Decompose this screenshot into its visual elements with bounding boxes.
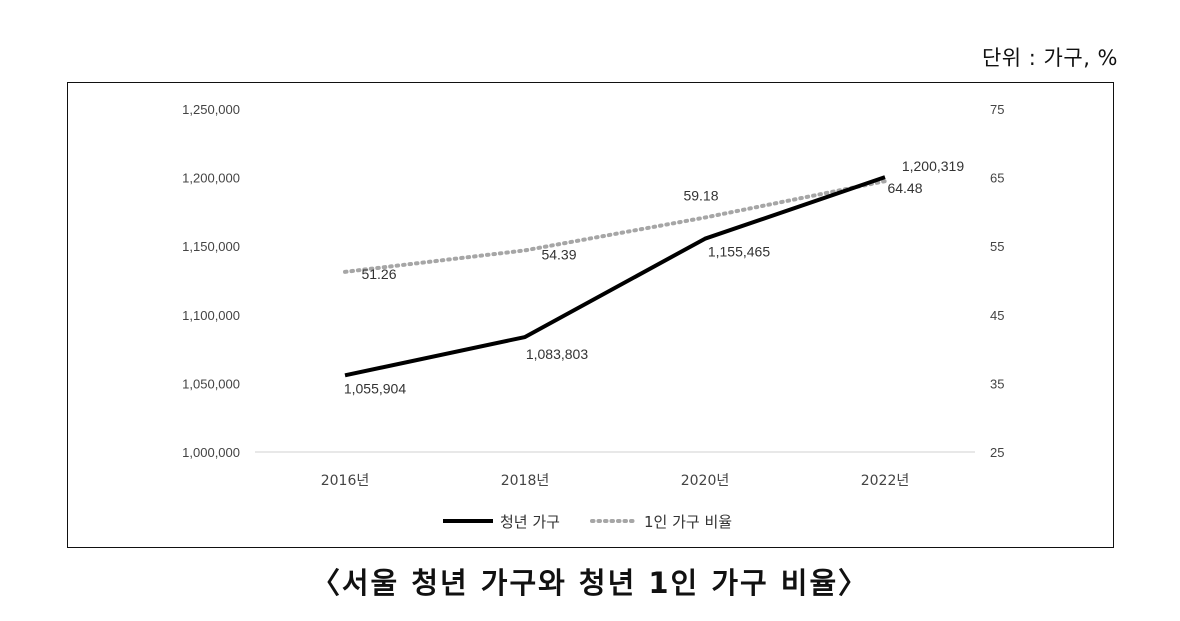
series-line-single-person-ratio — [343, 179, 887, 274]
data-label-single-person-ratio: 51.26 — [361, 266, 396, 282]
x-tick-label: 2022년 — [861, 473, 910, 489]
legend-label-youth-households: 청년 가구 — [500, 513, 560, 531]
y-left-tick-label: 1,000,000 — [182, 445, 240, 460]
x-tick-label: 2018년 — [501, 473, 550, 489]
y-right-tick-label: 75 — [990, 102, 1004, 117]
y-left-tick-label: 1,150,000 — [182, 239, 240, 254]
data-label-youth-households: 1,083,803 — [526, 346, 588, 362]
x-tick-label: 2020년 — [681, 473, 730, 489]
y-right-tick-label: 65 — [990, 171, 1004, 186]
y-right-tick-label: 55 — [990, 239, 1004, 254]
chart-caption: 〈서울 청년 가구와 청년 1인 가구 비율〉 — [310, 566, 870, 600]
data-label-youth-households: 1,155,465 — [708, 244, 770, 260]
y-left-tick-label: 1,050,000 — [182, 376, 240, 391]
data-label-single-person-ratio: 54.39 — [541, 246, 576, 262]
legend-label-single-person-ratio: 1인 가구 비율 — [644, 513, 732, 531]
data-label-youth-households: 1,055,904 — [344, 380, 406, 396]
y-right-tick-label: 35 — [990, 376, 1004, 391]
data-label-single-person-ratio: 64.48 — [887, 180, 922, 196]
series-line-youth-households — [344, 175, 886, 378]
x-tick-label: 2016년 — [321, 473, 370, 489]
y-right-tick-label: 45 — [990, 308, 1004, 323]
data-label-youth-households: 1,200,319 — [902, 158, 964, 174]
y-left-tick-label: 1,100,000 — [182, 308, 240, 323]
chart-frame — [67, 82, 1114, 548]
y-right-tick-label: 25 — [990, 445, 1004, 460]
y-left-tick-label: 1,250,000 — [182, 102, 240, 117]
data-label-single-person-ratio: 59.18 — [683, 188, 718, 204]
y-left-tick-label: 1,200,000 — [182, 171, 240, 186]
unit-label: 단위 : 가구, % — [981, 46, 1118, 70]
line-chart: 1,000,000 1,050,000 1,100,000 1,150,000 1,20… — [182, 102, 1004, 531]
